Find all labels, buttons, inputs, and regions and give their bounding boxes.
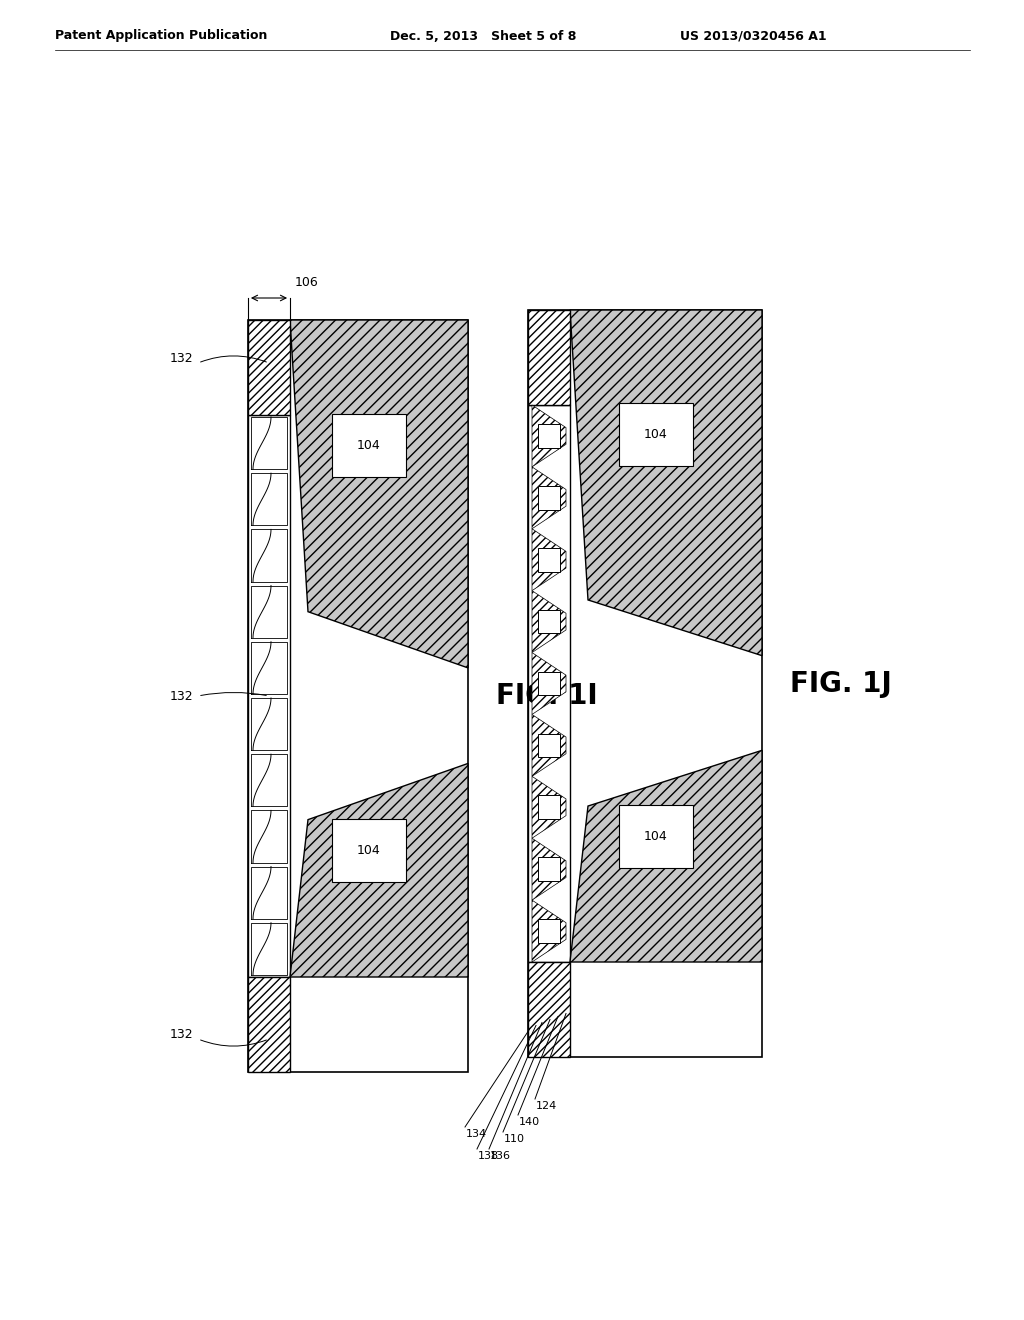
Bar [538, 796, 560, 820]
Polygon shape [290, 763, 468, 977]
Text: Dec. 5, 2013   Sheet 5 of 8: Dec. 5, 2013 Sheet 5 of 8 [390, 29, 577, 42]
Polygon shape [532, 900, 566, 962]
Polygon shape [532, 405, 566, 467]
Text: 104: 104 [644, 429, 668, 441]
Bar [538, 857, 560, 880]
Polygon shape [532, 776, 566, 838]
Polygon shape [570, 750, 762, 962]
Text: 124: 124 [536, 1101, 557, 1111]
Bar [528, 310, 570, 405]
Bar [528, 310, 762, 1057]
Bar [528, 962, 570, 1057]
Bar [248, 977, 290, 1072]
Bar [538, 734, 560, 758]
Text: 132: 132 [169, 1027, 193, 1040]
Polygon shape [532, 467, 566, 529]
Bar [538, 548, 560, 572]
Bar [538, 610, 560, 634]
Polygon shape [532, 652, 566, 714]
Polygon shape [290, 319, 468, 668]
Text: 106: 106 [295, 276, 318, 289]
Text: FIG. 1I: FIG. 1I [496, 682, 598, 710]
Text: 104: 104 [357, 843, 381, 857]
Text: Patent Application Publication: Patent Application Publication [55, 29, 267, 42]
Bar [528, 405, 570, 962]
Text: US 2013/0320456 A1: US 2013/0320456 A1 [680, 29, 826, 42]
Text: 138: 138 [478, 1151, 499, 1162]
Polygon shape [532, 529, 566, 590]
Text: 132: 132 [169, 689, 193, 702]
Polygon shape [532, 838, 566, 900]
Bar [248, 319, 468, 1072]
Text: 132: 132 [169, 351, 193, 364]
Bar [538, 424, 560, 447]
Text: 136: 136 [490, 1151, 511, 1162]
Bar [538, 486, 560, 510]
Text: 134: 134 [466, 1129, 487, 1139]
Polygon shape [570, 310, 762, 656]
Bar [248, 319, 290, 414]
Text: FIG. 1J: FIG. 1J [790, 669, 892, 697]
Bar [248, 414, 290, 977]
Text: 104: 104 [357, 440, 381, 453]
Bar [538, 672, 560, 696]
Bar [538, 919, 560, 942]
Polygon shape [532, 590, 566, 652]
Text: 110: 110 [504, 1134, 525, 1144]
Polygon shape [532, 714, 566, 776]
Text: 104: 104 [644, 830, 668, 842]
Text: 140: 140 [519, 1117, 540, 1127]
